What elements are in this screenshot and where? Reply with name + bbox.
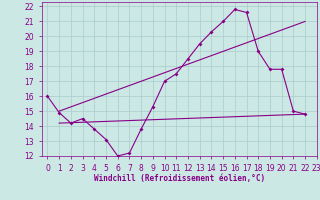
- X-axis label: Windchill (Refroidissement éolien,°C): Windchill (Refroidissement éolien,°C): [94, 174, 265, 183]
